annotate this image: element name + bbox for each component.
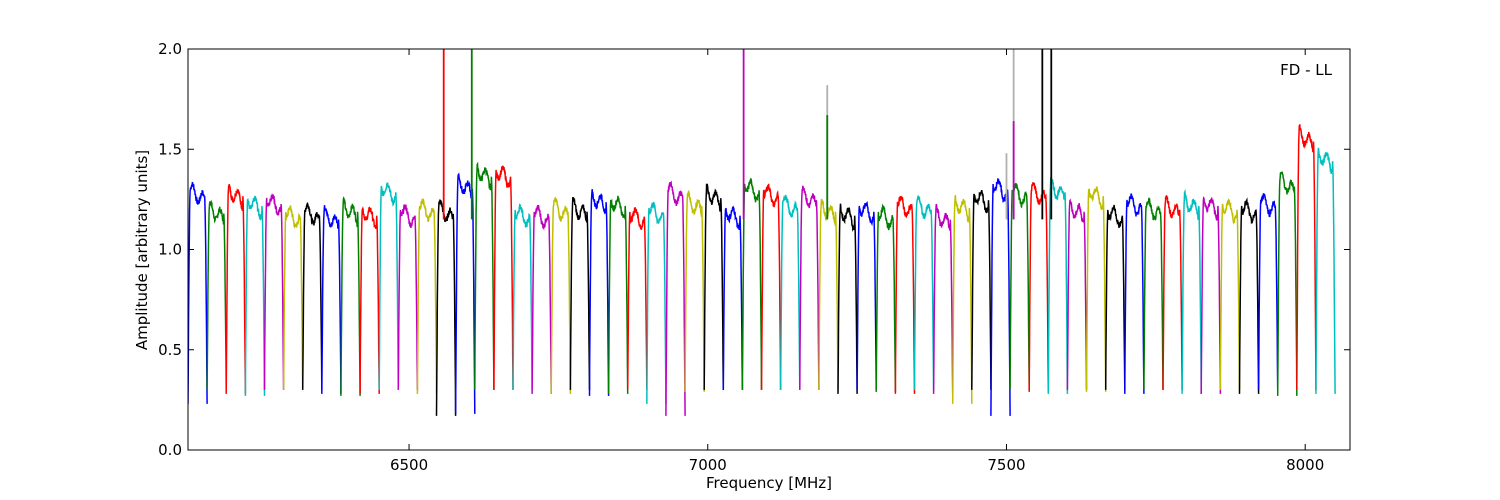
channel-series-line bbox=[1143, 196, 1164, 390]
channel-series-line bbox=[837, 203, 858, 394]
y-tick-label: 1.5 bbox=[158, 140, 182, 158]
channel-series-line bbox=[188, 181, 208, 404]
spike-layer bbox=[442, 49, 1053, 220]
channel-series-line bbox=[493, 165, 514, 390]
channel-series-line bbox=[875, 203, 897, 392]
x-axis-label: Frequency [MHz] bbox=[706, 474, 832, 492]
y-axis-label: Amplitude [arbitrary units] bbox=[133, 150, 151, 350]
x-axis-ticks: 6500 7000 7500 8000 bbox=[390, 49, 1324, 474]
channel-series-line bbox=[932, 203, 954, 394]
channel-series-line bbox=[397, 204, 419, 390]
channel-series-line bbox=[818, 198, 839, 390]
channel-series-line bbox=[359, 206, 380, 394]
channel-series-line bbox=[856, 200, 877, 390]
channel-series-line bbox=[1104, 204, 1126, 390]
channel-series-line bbox=[760, 183, 782, 390]
channel-series-line bbox=[626, 207, 648, 390]
channel-series-line bbox=[1085, 186, 1107, 392]
channel-series-line bbox=[550, 197, 572, 394]
channel-series-line bbox=[1162, 195, 1183, 390]
channel-series-line bbox=[416, 198, 438, 394]
channel-series-line bbox=[684, 190, 705, 392]
channel-series-line bbox=[894, 195, 916, 394]
channel-series-line bbox=[665, 180, 686, 416]
channel-series-line bbox=[512, 203, 533, 390]
channel-series-line bbox=[799, 185, 820, 390]
y-tick-label: 2.0 bbox=[158, 40, 182, 58]
channel-series-line bbox=[1296, 124, 1317, 390]
channel-series-line bbox=[703, 183, 725, 390]
series-layer bbox=[188, 124, 1336, 416]
y-tick-label: 0.0 bbox=[158, 441, 182, 459]
channel-series-line bbox=[263, 192, 285, 390]
channel-series-line bbox=[301, 201, 323, 390]
channel-series-line bbox=[722, 205, 744, 390]
channel-series-line bbox=[1028, 182, 1050, 392]
channel-series-line bbox=[1066, 198, 1088, 390]
channel-series-line bbox=[1181, 188, 1202, 394]
channel-series-line bbox=[282, 205, 304, 390]
plot-frame bbox=[187, 48, 1351, 451]
channel-series-line bbox=[569, 197, 591, 390]
y-tick-label: 0.5 bbox=[158, 341, 182, 359]
channel-series-line bbox=[1124, 193, 1145, 394]
channel-series-line bbox=[1219, 198, 1241, 390]
channel-series-line bbox=[1200, 196, 1222, 394]
channel-series-line bbox=[779, 194, 801, 390]
channel-series-line bbox=[913, 195, 935, 390]
y-axis-ticks: 0.0 0.5 1.0 1.5 2.0 bbox=[158, 40, 1350, 459]
channel-series-line bbox=[971, 190, 992, 390]
x-tick-label: 7000 bbox=[689, 456, 727, 474]
channel-series-line bbox=[607, 195, 629, 394]
x-tick-label: 8000 bbox=[1286, 456, 1324, 474]
channel-series-line bbox=[244, 195, 266, 396]
channel-series-line bbox=[378, 182, 400, 390]
channel-series-line bbox=[646, 201, 667, 404]
channel-series-line bbox=[225, 184, 247, 394]
channel-series-line bbox=[531, 204, 552, 394]
channel-series-line bbox=[1257, 193, 1279, 390]
channel-series-line bbox=[474, 161, 495, 390]
channel-series-line bbox=[1238, 197, 1260, 394]
channel-series-line bbox=[321, 205, 342, 394]
x-tick-label: 6500 bbox=[390, 456, 428, 474]
channel-series-line bbox=[206, 199, 227, 390]
y-tick-label: 1.0 bbox=[158, 241, 182, 259]
channel-series-line bbox=[340, 196, 361, 396]
channel-series-line bbox=[741, 177, 763, 390]
channel-series-line bbox=[1276, 171, 1298, 396]
plot-annotation: FD - LL bbox=[1280, 61, 1332, 79]
x-tick-label: 7500 bbox=[987, 456, 1025, 474]
channel-series-line bbox=[435, 198, 457, 416]
channel-series-line bbox=[951, 195, 973, 404]
channel-series-line bbox=[1315, 147, 1336, 394]
channel-series-line bbox=[588, 189, 610, 396]
